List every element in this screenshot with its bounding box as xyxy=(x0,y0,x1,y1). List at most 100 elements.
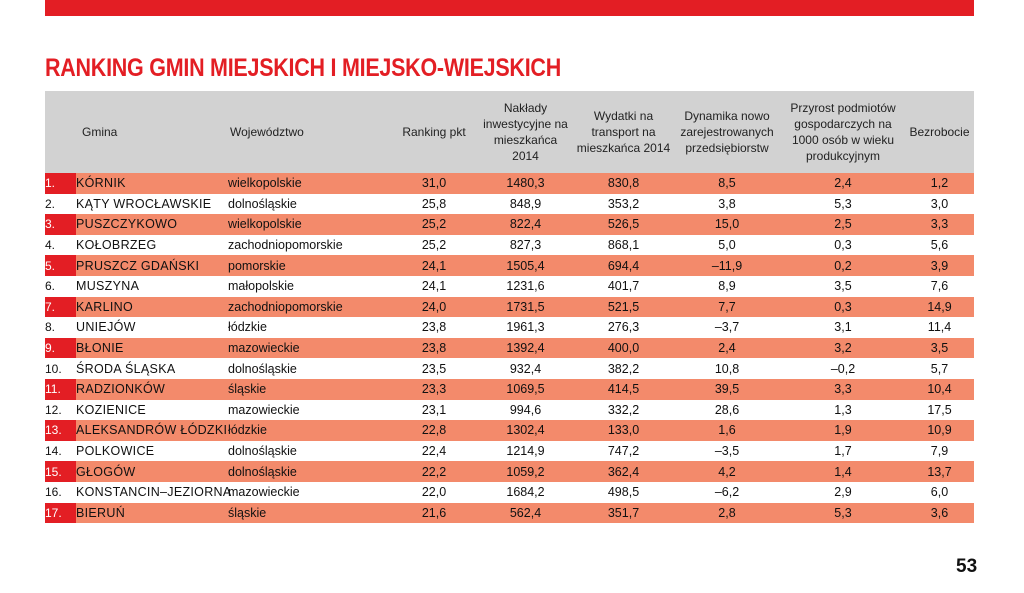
row-naklady: 1214,9 xyxy=(477,440,574,462)
row-dynamika: –3,5 xyxy=(673,440,781,462)
row-dynamika: 2,4 xyxy=(673,337,781,359)
row-gmina: KONSTANCIN–JEZIORNA xyxy=(76,481,231,503)
row-naklady: 848,9 xyxy=(477,193,574,215)
row-wydatki: 351,7 xyxy=(574,502,673,524)
row-number: 14. xyxy=(45,440,76,462)
table-row: 7. KARLINO zachodniopomorskie 24,0 1731,5 521… xyxy=(45,296,974,318)
row-przyrost: 5,3 xyxy=(781,193,905,215)
row-number: 6. xyxy=(45,275,76,297)
row-przyrost: 2,5 xyxy=(781,214,905,235)
row-wydatki: 747,2 xyxy=(574,440,673,462)
row-wojewodztwo: śląskie xyxy=(228,502,391,524)
row-wojewodztwo: mazowieckie xyxy=(228,337,391,359)
table-row: 15. GŁOGÓW dolnośląskie 22,2 1059,2 362,4 4,2 1… xyxy=(45,461,974,482)
row-dynamika: –11,9 xyxy=(673,255,781,276)
row-dynamika: 7,7 xyxy=(673,296,781,318)
row-przyrost: 0,3 xyxy=(781,234,905,256)
row-number: 12. xyxy=(45,399,76,421)
row-ranking-pkt: 25,2 xyxy=(391,234,477,256)
row-wydatki: 694,4 xyxy=(574,255,673,276)
table-row: 9. BŁONIE mazowieckie 23,8 1392,4 400,0 2,4 3,2… xyxy=(45,337,974,359)
table-row: 4. KOŁOBRZEG zachodniopomorskie 25,2 827,3 86… xyxy=(45,234,974,256)
table-row: 17. BIERUŃ śląskie 21,6 562,4 351,7 2,8 5,3 3,6 xyxy=(45,502,974,524)
row-wydatki: 382,2 xyxy=(574,358,673,379)
row-number: 1. xyxy=(45,173,76,194)
row-number: 15. xyxy=(45,461,76,482)
row-wydatki: 353,2 xyxy=(574,193,673,215)
row-number: 2. xyxy=(45,193,76,215)
row-dynamika: 39,5 xyxy=(673,378,781,400)
row-bezrobocie: 10,4 xyxy=(905,378,974,400)
row-bezrobocie: 6,0 xyxy=(905,481,974,503)
row-ranking-pkt: 24,1 xyxy=(391,255,477,276)
row-ranking-pkt: 24,0 xyxy=(391,296,477,318)
row-number: 7. xyxy=(45,296,76,318)
row-gmina: PRUSZCZ GDAŃSKI xyxy=(76,255,228,276)
row-wojewodztwo: łódzkie xyxy=(228,317,391,338)
row-wojewodztwo: pomorskie xyxy=(228,255,391,276)
row-wojewodztwo: dolnośląskie xyxy=(228,461,391,482)
header-number xyxy=(45,91,76,173)
row-ranking-pkt: 22,0 xyxy=(391,481,477,503)
row-dynamika: –6,2 xyxy=(673,481,781,503)
row-ranking-pkt: 21,6 xyxy=(391,502,477,524)
header-dynamika: Dynamika nowo zarejestrowanych przedsięb… xyxy=(673,91,781,173)
table-row: 12. KOZIENICE mazowieckie 23,1 994,6 332,2 28,… xyxy=(45,399,974,421)
row-number: 5. xyxy=(45,255,76,276)
row-bezrobocie: 11,4 xyxy=(905,317,974,338)
row-number: 10. xyxy=(45,358,76,379)
row-wydatki: 133,0 xyxy=(574,420,673,441)
row-ranking-pkt: 22,8 xyxy=(391,420,477,441)
row-dynamika: 8,9 xyxy=(673,275,781,297)
row-bezrobocie: 3,5 xyxy=(905,337,974,359)
row-wydatki: 526,5 xyxy=(574,214,673,235)
row-przyrost: 3,2 xyxy=(781,337,905,359)
row-wydatki: 401,7 xyxy=(574,275,673,297)
row-naklady: 827,3 xyxy=(477,234,574,256)
table-row: 8. UNIEJÓW łódzkie 23,8 1961,3 276,3 –3,7 3,1 11… xyxy=(45,317,974,338)
row-gmina: PUSZCZYKOWO xyxy=(76,214,228,235)
row-number: 4. xyxy=(45,234,76,256)
table-row: 16. KONSTANCIN–JEZIORNA mazowieckie 22,0 168… xyxy=(45,481,974,503)
row-wojewodztwo: dolnośląskie xyxy=(228,440,391,462)
row-wojewodztwo: wielkopolskie xyxy=(228,173,391,194)
row-wydatki: 498,5 xyxy=(574,481,673,503)
table-row: 1. KÓRNIK wielkopolskie 31,0 1480,3 830,8 8,5 2… xyxy=(45,173,974,194)
row-bezrobocie: 3,0 xyxy=(905,193,974,215)
table-header-row: Gmina Województwo Ranking pkt Nakłady in… xyxy=(45,91,974,173)
row-gmina: ŚRODA ŚLĄSKA xyxy=(76,358,228,379)
row-naklady: 1302,4 xyxy=(477,420,574,441)
table-row: 10. ŚRODA ŚLĄSKA dolnośląskie 23,5 932,4 382,… xyxy=(45,358,974,379)
table-row: 5. PRUSZCZ GDAŃSKI pomorskie 24,1 1505,4 694,… xyxy=(45,255,974,276)
row-dynamika: 8,5 xyxy=(673,173,781,194)
row-naklady: 1480,3 xyxy=(477,173,574,194)
row-number: 3. xyxy=(45,214,76,235)
row-wojewodztwo: mazowieckie xyxy=(228,481,391,503)
row-dynamika: 2,8 xyxy=(673,502,781,524)
row-wydatki: 521,5 xyxy=(574,296,673,318)
row-przyrost: 2,4 xyxy=(781,173,905,194)
row-number: 9. xyxy=(45,337,76,359)
top-red-bar xyxy=(45,0,974,16)
row-przyrost: 1,3 xyxy=(781,399,905,421)
row-wydatki: 332,2 xyxy=(574,399,673,421)
row-wydatki: 362,4 xyxy=(574,461,673,482)
header-wydatki: Wydatki na transport na mieszkańca 2014 xyxy=(574,91,673,173)
header-ranking: Ranking pkt xyxy=(391,91,477,173)
row-wojewodztwo: śląskie xyxy=(228,378,391,400)
row-bezrobocie: 17,5 xyxy=(905,399,974,421)
table-row: 2. KĄTY WROCŁAWSKIE dolnośląskie 25,8 848,9 3… xyxy=(45,193,974,215)
row-gmina: UNIEJÓW xyxy=(76,317,228,338)
row-gmina: KĄTY WROCŁAWSKIE xyxy=(76,193,228,215)
row-bezrobocie: 7,9 xyxy=(905,440,974,462)
row-przyrost: 3,1 xyxy=(781,317,905,338)
page-number: 53 xyxy=(956,556,978,577)
header-gmina: Gmina xyxy=(76,91,228,173)
row-wojewodztwo: dolnośląskie xyxy=(228,193,391,215)
row-dynamika: 5,0 xyxy=(673,234,781,256)
row-wojewodztwo: łódzkie xyxy=(228,420,391,441)
row-bezrobocie: 5,7 xyxy=(905,358,974,379)
row-gmina: POLKOWICE xyxy=(76,440,228,462)
header-wojewodztwo: Województwo xyxy=(228,91,391,173)
row-gmina: BŁONIE xyxy=(76,337,228,359)
